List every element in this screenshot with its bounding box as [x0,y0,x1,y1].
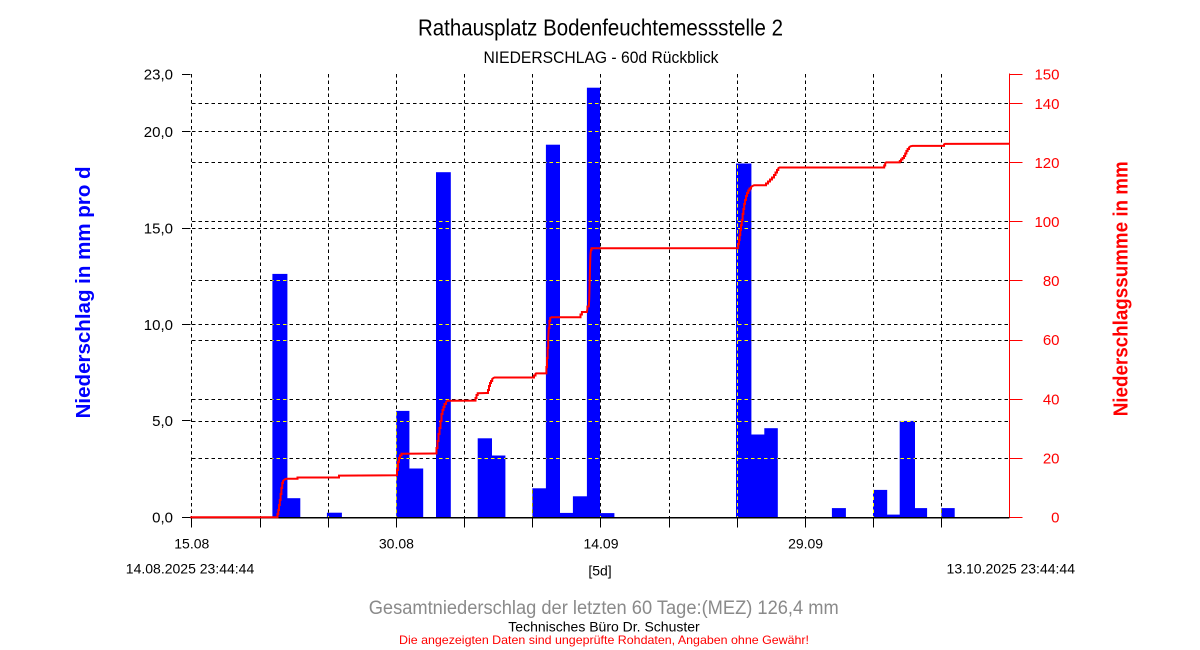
svg-text:30.08: 30.08 [379,536,414,552]
svg-text:80: 80 [1043,273,1060,290]
svg-text:Niederschlagssumme in mm: Niederschlagssumme in mm [1111,161,1133,416]
svg-text:0: 0 [1051,510,1059,527]
svg-text:120: 120 [1034,155,1059,172]
svg-text:13.10.2025 23:44:44: 13.10.2025 23:44:44 [947,561,1076,577]
svg-text:60: 60 [1043,332,1060,349]
svg-text:29.09: 29.09 [788,536,823,552]
svg-text:15,0: 15,0 [144,220,173,237]
svg-text:NIEDERSCHLAG - 60d Rückblick: NIEDERSCHLAG - 60d Rückblick [484,48,719,67]
svg-text:14.08.2025 23:44:44: 14.08.2025 23:44:44 [126,561,255,577]
svg-text:20: 20 [1043,450,1060,467]
svg-text:0,0: 0,0 [152,510,173,527]
svg-text:20,0: 20,0 [144,124,173,141]
svg-text:23,0: 23,0 [144,66,173,83]
svg-text:14.09: 14.09 [583,536,618,552]
svg-text:100: 100 [1034,214,1059,231]
svg-text:Gesamtniederschlag der letzten: Gesamtniederschlag der letzten 60 Tage:(… [369,598,839,619]
svg-text:5,0: 5,0 [152,413,173,430]
svg-text:10,0: 10,0 [144,317,173,334]
svg-text:40: 40 [1043,391,1060,408]
svg-text:150: 150 [1034,66,1059,83]
svg-text:[5d]: [5d] [588,563,611,579]
svg-text:Technisches Büro Dr. Schuster: Technisches Büro Dr. Schuster [508,619,700,635]
svg-text:140: 140 [1034,96,1059,113]
svg-text:15.08: 15.08 [174,536,209,552]
svg-text:Rathausplatz Bodenfeuchtemesss: Rathausplatz Bodenfeuchtemessstelle 2 [418,15,783,41]
svg-text:Die angezeigten Daten sind ung: Die angezeigten Daten sind ungeprüfte Ro… [399,633,809,647]
svg-text:Niederschlag in mm pro d: Niederschlag in mm pro d [73,166,95,418]
